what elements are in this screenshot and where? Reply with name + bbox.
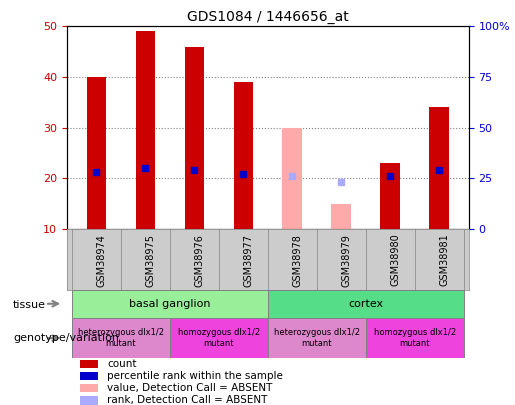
Text: rank, Detection Call = ABSENT: rank, Detection Call = ABSENT [107, 395, 268, 405]
Text: tissue: tissue [13, 300, 46, 309]
Text: GSM38976: GSM38976 [194, 234, 204, 287]
Text: cortex: cortex [348, 299, 383, 309]
Text: homozygous dlx1/2
mutant: homozygous dlx1/2 mutant [374, 328, 456, 348]
Bar [87, 77, 106, 229]
Bar [80, 372, 98, 380]
Bar [268, 290, 464, 318]
Bar [72, 290, 268, 318]
Bar [381, 163, 400, 229]
Text: homozygous dlx1/2
mutant: homozygous dlx1/2 mutant [178, 328, 260, 348]
Text: percentile rank within the sample: percentile rank within the sample [107, 371, 283, 381]
Text: heterozygous dlx1/2
mutant: heterozygous dlx1/2 mutant [78, 328, 164, 348]
Text: GSM38975: GSM38975 [145, 234, 156, 287]
Text: GSM38980: GSM38980 [390, 234, 400, 286]
Bar [184, 47, 204, 229]
Bar [80, 360, 98, 368]
Bar [80, 396, 98, 405]
Text: GSM38979: GSM38979 [341, 234, 351, 287]
Text: value, Detection Call = ABSENT: value, Detection Call = ABSENT [107, 383, 272, 393]
Bar [332, 203, 351, 229]
Text: heterozygous dlx1/2
mutant: heterozygous dlx1/2 mutant [274, 328, 360, 348]
Text: GSM38981: GSM38981 [439, 234, 449, 286]
Bar [170, 318, 268, 358]
Text: basal ganglion: basal ganglion [129, 299, 211, 309]
Text: GSM38974: GSM38974 [96, 234, 106, 287]
Bar [135, 32, 155, 229]
Bar [283, 128, 302, 229]
Bar [80, 384, 98, 392]
Bar [233, 82, 253, 229]
Text: count: count [107, 359, 137, 369]
Text: genotype/variation: genotype/variation [13, 333, 119, 343]
Bar [430, 107, 449, 229]
Bar [72, 318, 170, 358]
Text: GSM38978: GSM38978 [293, 234, 302, 287]
Title: GDS1084 / 1446656_at: GDS1084 / 1446656_at [187, 10, 349, 24]
Text: GSM38977: GSM38977 [243, 234, 253, 287]
Bar [268, 318, 366, 358]
Bar [366, 318, 464, 358]
